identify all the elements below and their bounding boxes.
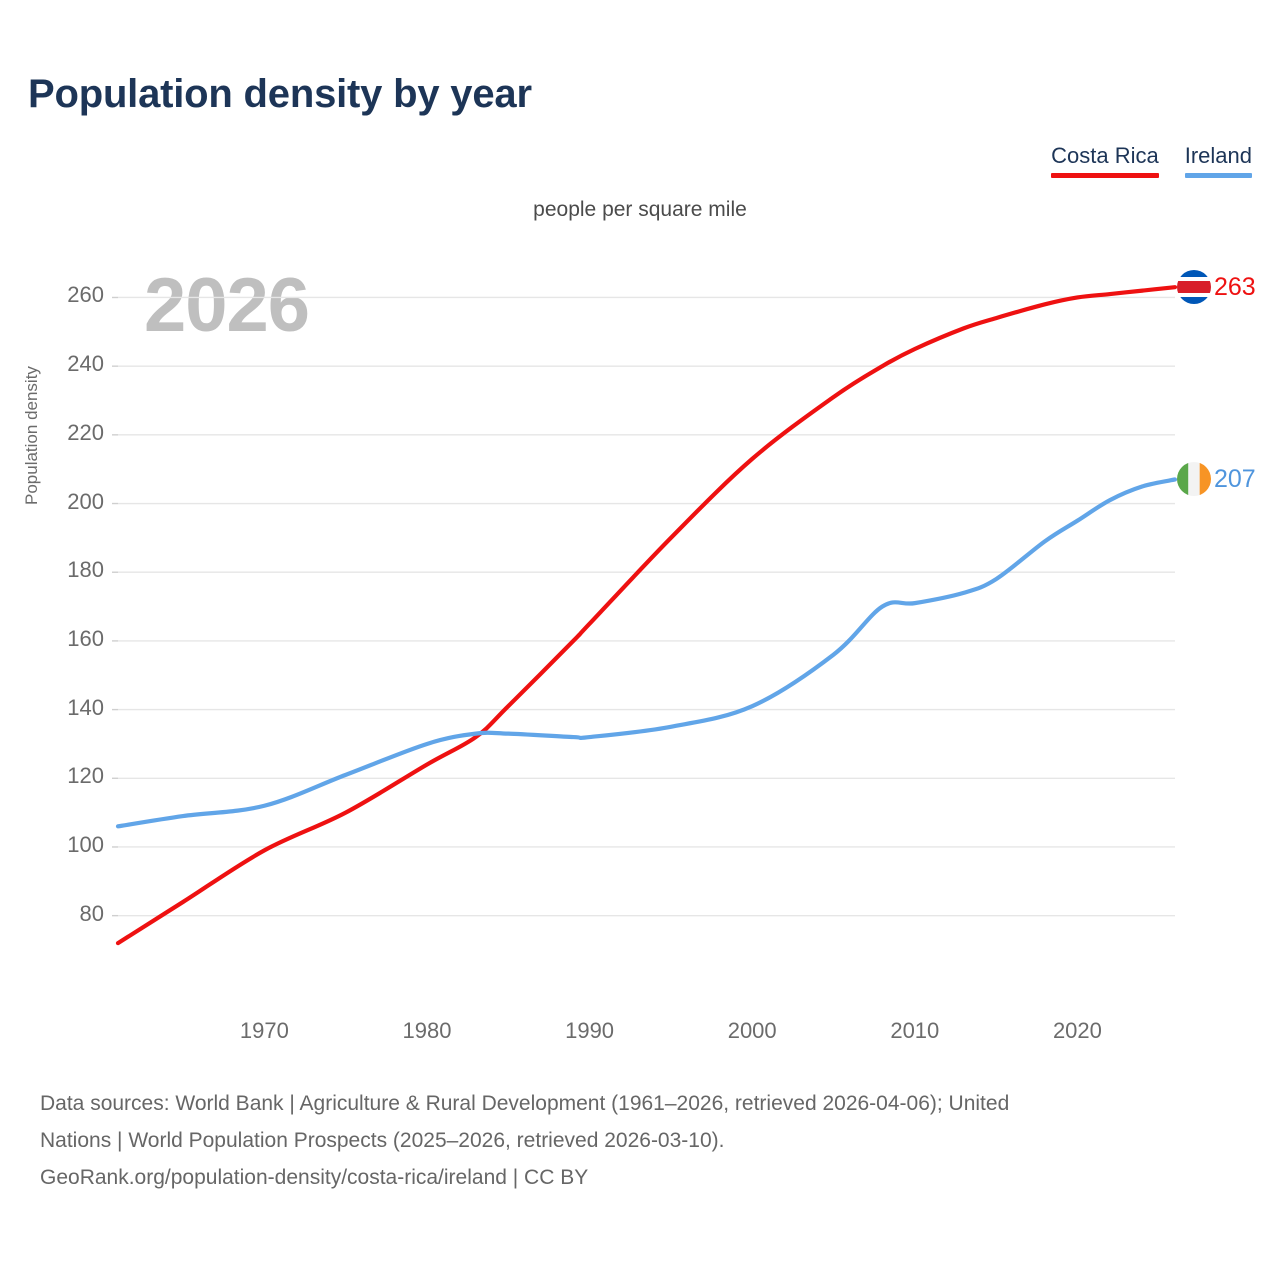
legend-item-ireland[interactable]: Ireland <box>1184 143 1252 178</box>
ireland-flag-icon <box>1177 462 1211 497</box>
x-tick-label: 2000 <box>727 1018 777 1043</box>
chart-legend: Costa Rica Ireland <box>1051 143 1252 178</box>
legend-rule-costa-rica <box>1051 173 1159 178</box>
series-line-ireland <box>115 477 1178 829</box>
footer-line-2: Nations | World Population Prospects (20… <box>40 1129 725 1152</box>
y-tick-label: 120 <box>67 763 104 789</box>
y-tick-label: 240 <box>67 351 104 377</box>
y-tick-label: 200 <box>67 488 104 514</box>
footer-line-3[interactable]: GeoRank.org/population-density/costa-ric… <box>40 1166 589 1189</box>
legend-item-costa-rica[interactable]: Costa Rica <box>1051 143 1159 178</box>
end-marker-costa-rica[interactable]: 263 <box>1177 270 1256 305</box>
y-tick-label: 160 <box>67 625 104 651</box>
chart-subtitle: people per square mile <box>533 198 747 221</box>
y-tick-label: 180 <box>67 557 104 583</box>
y-tick-label: 220 <box>67 419 104 445</box>
y-tick-label: 100 <box>67 831 104 857</box>
legend-label-ireland: Ireland <box>1184 143 1252 168</box>
end-marker-ireland[interactable]: 207 <box>1177 462 1256 497</box>
footer-sources: Data sources: World Bank | Agriculture &… <box>40 1085 1255 1196</box>
page-title: Population density by year <box>28 72 532 116</box>
y-tick-label: 80 <box>79 900 104 926</box>
legend-rule-ireland <box>1184 173 1252 178</box>
series-line-costa-rica <box>115 285 1178 946</box>
end-value-ireland: 207 <box>1214 465 1256 494</box>
x-tick-label: 2020 <box>1052 1018 1102 1043</box>
x-tick-label: 1990 <box>565 1018 615 1043</box>
chart-plot-area: 2026 Population density 80 100 120 140 160 18… <box>22 263 1256 1044</box>
costa-rica-flag-icon <box>1177 270 1211 305</box>
end-value-costa-rica: 263 <box>1214 273 1256 302</box>
y-tick-label: 260 <box>67 282 104 308</box>
legend-label-costa-rica: Costa Rica <box>1051 143 1159 168</box>
x-tick-label: 1980 <box>402 1018 452 1043</box>
footer-line-1: Data sources: World Bank | Agriculture &… <box>40 1092 1010 1115</box>
x-tick-label: 2010 <box>890 1018 940 1043</box>
year-watermark: 2026 <box>144 263 310 348</box>
chart-svg <box>112 285 1178 946</box>
y-tick-label: 140 <box>67 694 104 720</box>
x-tick-label: 1970 <box>239 1018 289 1043</box>
